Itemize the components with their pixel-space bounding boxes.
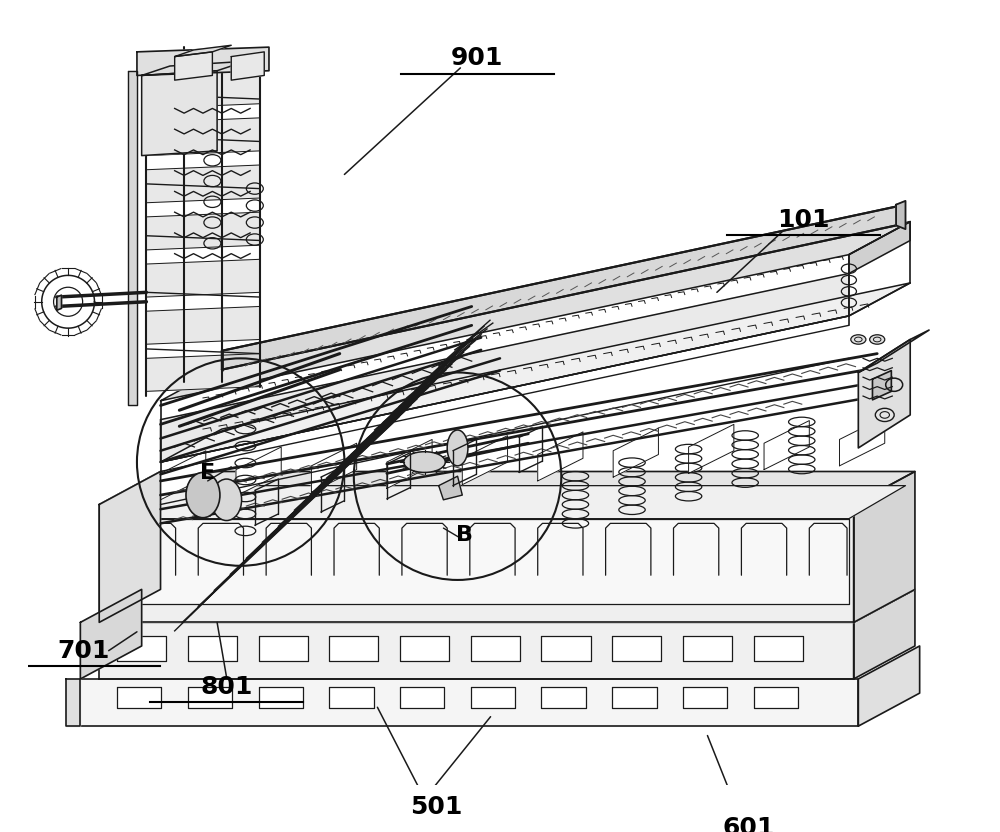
Text: 501: 501 (410, 795, 462, 820)
Polygon shape (142, 62, 245, 76)
Polygon shape (80, 679, 858, 726)
Polygon shape (839, 417, 885, 466)
Polygon shape (613, 428, 658, 478)
Polygon shape (161, 283, 910, 462)
Polygon shape (439, 476, 462, 500)
Polygon shape (541, 687, 586, 708)
Text: 701: 701 (57, 639, 109, 662)
Polygon shape (764, 421, 809, 469)
Polygon shape (858, 339, 910, 448)
Polygon shape (858, 646, 920, 726)
Polygon shape (146, 306, 260, 344)
Polygon shape (142, 71, 217, 156)
Polygon shape (683, 636, 732, 661)
Polygon shape (99, 589, 915, 622)
Polygon shape (175, 45, 231, 57)
Polygon shape (538, 432, 583, 481)
Polygon shape (259, 687, 303, 708)
Ellipse shape (211, 479, 242, 521)
Polygon shape (400, 687, 444, 708)
Ellipse shape (875, 409, 894, 422)
Polygon shape (259, 636, 308, 661)
Polygon shape (236, 447, 281, 496)
Polygon shape (387, 439, 432, 488)
Polygon shape (462, 436, 508, 485)
Polygon shape (754, 687, 798, 708)
Polygon shape (146, 71, 260, 108)
Polygon shape (896, 201, 905, 229)
Polygon shape (117, 636, 166, 661)
Polygon shape (471, 636, 520, 661)
Polygon shape (858, 330, 929, 373)
Polygon shape (146, 260, 260, 297)
Text: E: E (200, 463, 215, 483)
Polygon shape (146, 118, 260, 156)
Polygon shape (99, 472, 915, 504)
Polygon shape (188, 636, 237, 661)
Polygon shape (123, 486, 905, 518)
Ellipse shape (186, 473, 220, 518)
Polygon shape (311, 443, 357, 493)
Ellipse shape (870, 334, 885, 344)
Polygon shape (161, 274, 849, 462)
Polygon shape (161, 451, 206, 500)
Polygon shape (231, 52, 264, 80)
Polygon shape (117, 687, 161, 708)
Ellipse shape (404, 452, 445, 473)
Polygon shape (66, 679, 80, 726)
Polygon shape (754, 636, 803, 661)
Polygon shape (612, 636, 661, 661)
Polygon shape (80, 589, 142, 679)
Ellipse shape (447, 430, 468, 466)
Polygon shape (541, 636, 591, 661)
Polygon shape (222, 206, 901, 369)
Text: 101: 101 (777, 208, 830, 232)
Polygon shape (400, 636, 449, 661)
Polygon shape (329, 687, 374, 708)
Polygon shape (849, 221, 910, 274)
Polygon shape (689, 424, 734, 473)
Polygon shape (99, 472, 161, 622)
Text: 801: 801 (200, 675, 253, 699)
Polygon shape (175, 52, 212, 80)
Polygon shape (146, 165, 260, 203)
Polygon shape (329, 636, 378, 661)
Text: B: B (456, 525, 473, 545)
Polygon shape (188, 687, 232, 708)
Polygon shape (854, 472, 915, 622)
Polygon shape (128, 71, 137, 405)
Polygon shape (146, 212, 260, 250)
Polygon shape (683, 687, 727, 708)
Text: 601: 601 (723, 816, 775, 832)
Polygon shape (123, 518, 849, 603)
Polygon shape (872, 370, 891, 400)
Polygon shape (471, 687, 515, 708)
Polygon shape (612, 687, 657, 708)
Polygon shape (57, 295, 62, 310)
Polygon shape (854, 589, 915, 679)
Polygon shape (99, 622, 854, 679)
Polygon shape (137, 47, 269, 76)
Ellipse shape (851, 334, 866, 344)
Polygon shape (161, 221, 910, 401)
Text: 901: 901 (451, 47, 504, 71)
Polygon shape (99, 504, 854, 622)
Polygon shape (146, 354, 260, 391)
